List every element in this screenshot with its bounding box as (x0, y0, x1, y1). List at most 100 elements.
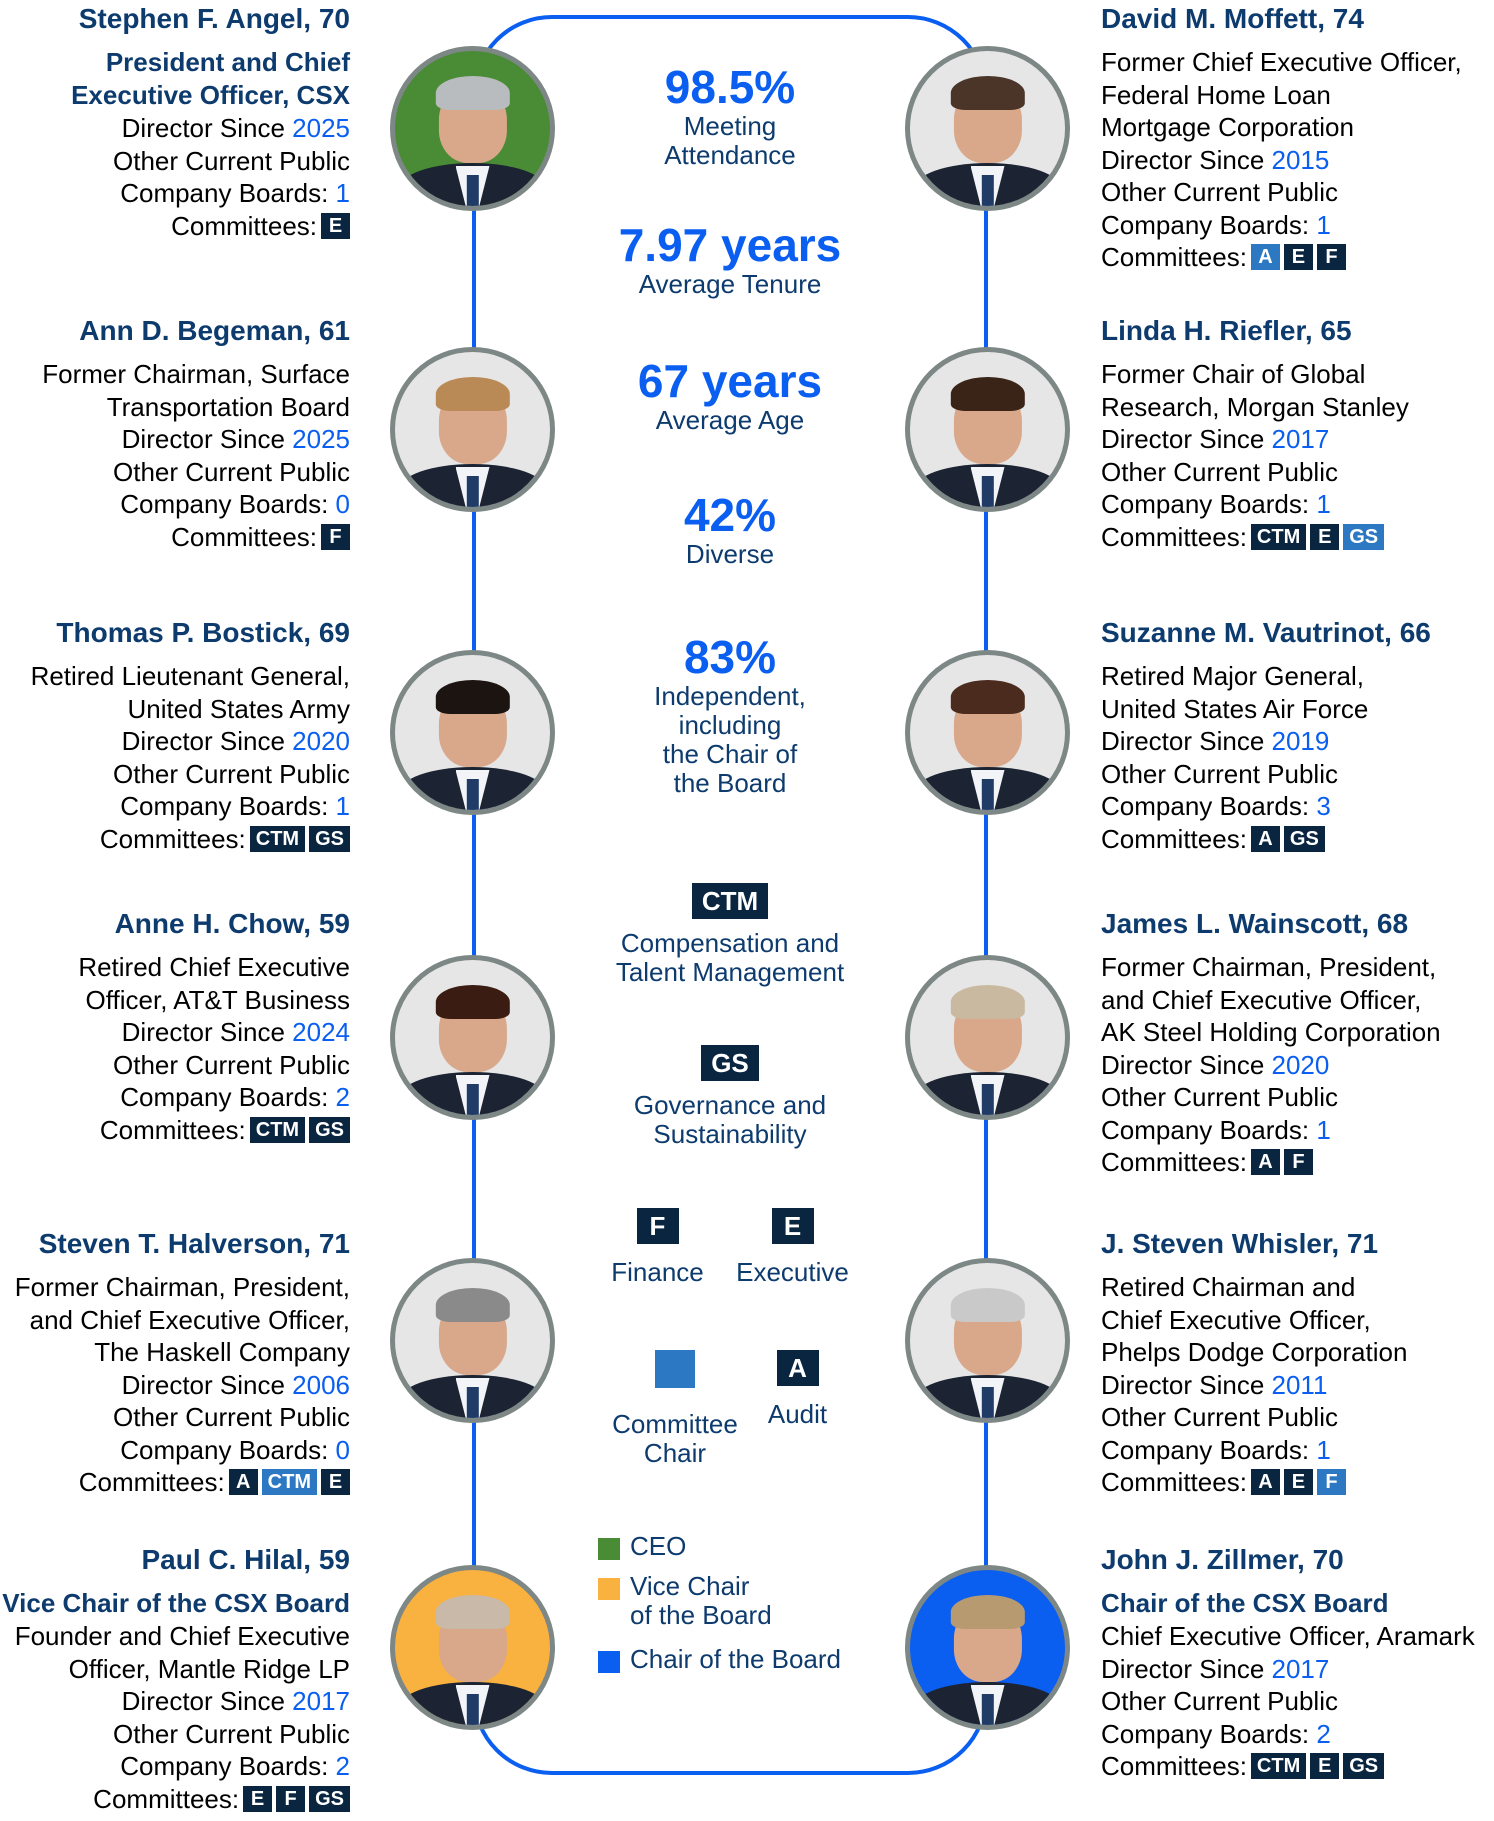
portrait-hair (950, 984, 1025, 1019)
director-title-line: Phelps Dodge Corporation (1101, 1337, 1408, 1367)
director-title-line: Former Chair of Global (1101, 359, 1366, 389)
portrait-tie (466, 1084, 479, 1115)
f-committee-badge: F (1316, 244, 1346, 270)
other-boards-label: Other Current Public (1101, 177, 1338, 207)
director-since-year: 2025 (292, 113, 350, 143)
director-name: James L. Wainscott, 68 (1101, 908, 1409, 939)
director-card: Linda H. Riefler, 65 Former Chair of Glob… (1101, 314, 1494, 553)
portrait-tie (466, 175, 479, 206)
director-title-line: Former Chief Executive Officer, (1101, 47, 1462, 77)
other-boards-label: Other Current Public (113, 1718, 350, 1749)
other-boards-label: Company Boards: (120, 1082, 336, 1112)
other-boards-label: Company Boards: (120, 791, 336, 821)
legend-label: Compensation and (620, 928, 840, 958)
director-photo (390, 1258, 555, 1423)
portrait-tie (466, 1387, 479, 1418)
other-boards-count: 1 (1316, 1434, 1331, 1465)
director-since-year: 2020 (1271, 1049, 1330, 1080)
committees-label: Committees: (1101, 823, 1247, 854)
other-boards-count: 0 (335, 489, 350, 519)
stat-value: 83% (683, 631, 777, 683)
director-role: Executive Officer, CSX (71, 80, 350, 110)
director-since: Director Since 2017 (1101, 423, 1494, 456)
other-boards-label: Other Current Public (1101, 758, 1338, 789)
vice-chair-swatch (598, 1578, 620, 1600)
director-since-year: 2024 (292, 1017, 350, 1047)
committees-label: Committees: (1101, 1751, 1247, 1781)
legend-audit: A Audit (755, 1350, 840, 1429)
director-since-label: Director Since (1101, 1369, 1272, 1400)
gs-committee-badge: GS (1283, 825, 1325, 852)
director-since-year: 2011 (1271, 1369, 1328, 1400)
committees-label: Committees: (1101, 521, 1247, 552)
ctm-committee-badge: CTM (249, 825, 306, 852)
legend-label: Vice Chair (630, 1571, 750, 1601)
director-photo (905, 347, 1070, 512)
a-committee-badge: A (228, 1469, 258, 1495)
director-since: Director Since 2017 (1101, 1653, 1494, 1686)
committees: Committees: E F GS (0, 1783, 350, 1816)
other-boards-label: Other Current Public (113, 145, 350, 176)
director-since: Director Since 2015 (1101, 144, 1494, 177)
other-boards-count: 2 (1316, 1718, 1331, 1749)
f-committee-badge: F (1316, 1469, 1346, 1495)
a-badge: A (776, 1350, 819, 1386)
other-boards: Company Boards: 1 (1101, 1114, 1494, 1147)
portrait-hair (950, 1287, 1025, 1322)
director-title-line: AK Steel Holding Corporation (1101, 1017, 1441, 1047)
other-boards-count: 1 (1316, 489, 1331, 519)
other-boards-label: Other Current Public (1101, 456, 1338, 487)
stat-value: 67 years (637, 355, 823, 407)
director-title-line: Transportation Board (106, 391, 350, 422)
other-boards-label: Company Boards: (1101, 791, 1317, 821)
director-since-label: Director Since (121, 726, 293, 756)
f-committee-badge: F (1283, 1149, 1313, 1175)
legend-gs: GS Governance and Sustainability (560, 1045, 900, 1149)
role-legend-ceo: CEO (598, 1532, 686, 1561)
stat-label: Average Tenure (638, 269, 822, 299)
board-frame (472, 15, 988, 1775)
director-name: Stephen F. Angel, 70 (78, 3, 350, 34)
director-since-label: Director Since (121, 424, 293, 454)
director-since-year: 2017 (292, 1686, 350, 1716)
portrait-hair (950, 679, 1025, 714)
other-boards-label: Other Current Public (113, 758, 350, 789)
other-boards-label: Company Boards: (1101, 489, 1317, 519)
director-photo (390, 650, 555, 815)
director-title-line: Officer, Mantle Ridge LP (68, 1653, 350, 1684)
legend-label: CEO (630, 1531, 687, 1561)
committees: Committees: F (0, 521, 350, 554)
stat-label: Attendance (664, 140, 796, 170)
stat-independent: 83% Independent, including the Chair of … (560, 632, 900, 798)
other-boards-count: 2 (335, 1751, 350, 1781)
legend-executive: E Executive (730, 1208, 855, 1287)
portrait-hair (435, 1287, 510, 1322)
committees: Committees: A CTM E (0, 1466, 350, 1499)
legend-label: Sustainability (653, 1119, 807, 1149)
director-title-line: Retired Chairman and (1101, 1272, 1356, 1302)
committees: Committees: CTM GS (0, 1114, 350, 1147)
other-boards: Company Boards: 0 (0, 488, 350, 521)
role-legend-chair: Chair of the Board (598, 1645, 841, 1674)
portrait-hair (950, 75, 1025, 110)
director-photo (390, 347, 555, 512)
e-badge: E (771, 1208, 814, 1244)
director-title-line: United States Army (127, 693, 350, 724)
legend-label: Chair of the Board (630, 1644, 842, 1674)
stat-label: the Chair of (662, 739, 798, 769)
other-boards-label: Other Current Public (113, 1402, 350, 1432)
director-since-year: 2006 (292, 1369, 350, 1400)
director-since-label: Director Since (1101, 1049, 1272, 1080)
director-since: Director Since 2025 (0, 112, 350, 145)
committees: Committees: CTM GS (0, 823, 350, 856)
legend-label: of the Board (630, 1600, 772, 1630)
director-title-line: Chief Executive Officer, Aramark (1101, 1621, 1475, 1651)
a-committee-badge: A (1250, 825, 1280, 852)
stat-label: Diverse (685, 539, 775, 569)
other-boards-label: Other Current Public (1101, 1082, 1338, 1112)
other-boards-count: 1 (335, 791, 350, 821)
other-boards-count: 1 (1316, 1114, 1331, 1145)
director-card: Steven T. Halverson, 71 Former Chairman, … (0, 1227, 350, 1499)
other-boards-label: Company Boards: (1101, 1114, 1317, 1145)
director-title-line: Former Chairman, President, (14, 1272, 350, 1302)
